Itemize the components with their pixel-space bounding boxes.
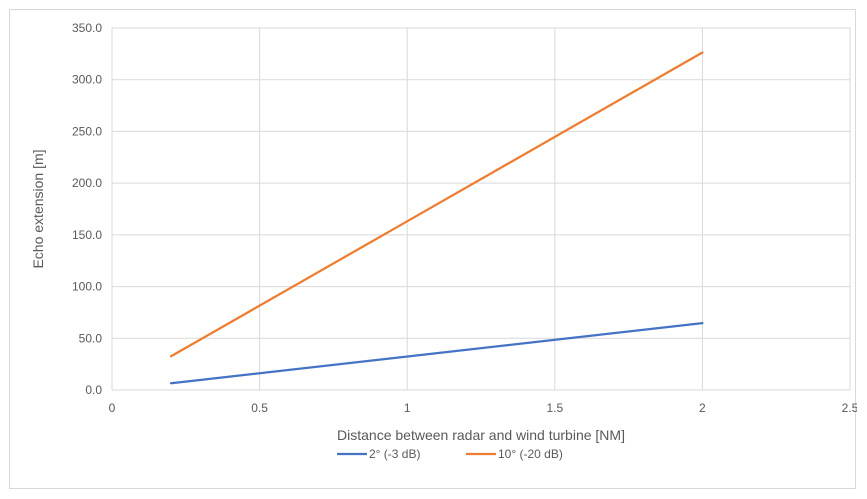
x-tick-label: 2 <box>699 401 706 415</box>
legend: 2° (-3 dB) 10° (-20 dB) <box>337 447 563 461</box>
x-tick-labels: 0 0.5 1 1.5 2 2.5 <box>109 401 859 415</box>
y-tick-label: 50.0 <box>79 331 103 345</box>
series-line <box>169 51 704 358</box>
x-axis-title: Distance between radar and wind turbine … <box>337 427 625 443</box>
line-chart: 0 0.5 1 1.5 2 2.5 0.0 50.0 100.0 150.0 200.0 250.0… <box>30 21 859 461</box>
legend-label: 2° (-3 dB) <box>369 447 420 461</box>
legend-label: 10° (-20 dB) <box>498 447 563 461</box>
series-lines <box>169 51 704 385</box>
y-tick-label: 100.0 <box>72 280 102 294</box>
y-tick-label: 350.0 <box>72 21 102 35</box>
x-tick-label: 0.5 <box>251 401 268 415</box>
y-tick-label: 0.0 <box>85 383 102 397</box>
x-tick-label: 1.5 <box>546 401 563 415</box>
grid-lines <box>112 27 851 390</box>
x-tick-label: 0 <box>109 401 116 415</box>
chart-frame: 0 0.5 1 1.5 2 2.5 0.0 50.0 100.0 150.0 200.0 250.0… <box>9 9 859 489</box>
axis <box>111 28 850 391</box>
y-axis-title: Echo extension [m] <box>30 149 46 268</box>
y-tick-label: 150.0 <box>72 228 102 242</box>
y-tick-labels: 0.0 50.0 100.0 150.0 200.0 250.0 300.0 350.0 <box>72 21 102 397</box>
y-tick-label: 200.0 <box>72 176 102 190</box>
y-tick-label: 250.0 <box>72 124 102 138</box>
y-tick-label: 300.0 <box>72 73 102 87</box>
x-tick-label: 2.5 <box>842 401 857 415</box>
series-line <box>169 321 704 385</box>
x-tick-label: 1 <box>404 401 411 415</box>
